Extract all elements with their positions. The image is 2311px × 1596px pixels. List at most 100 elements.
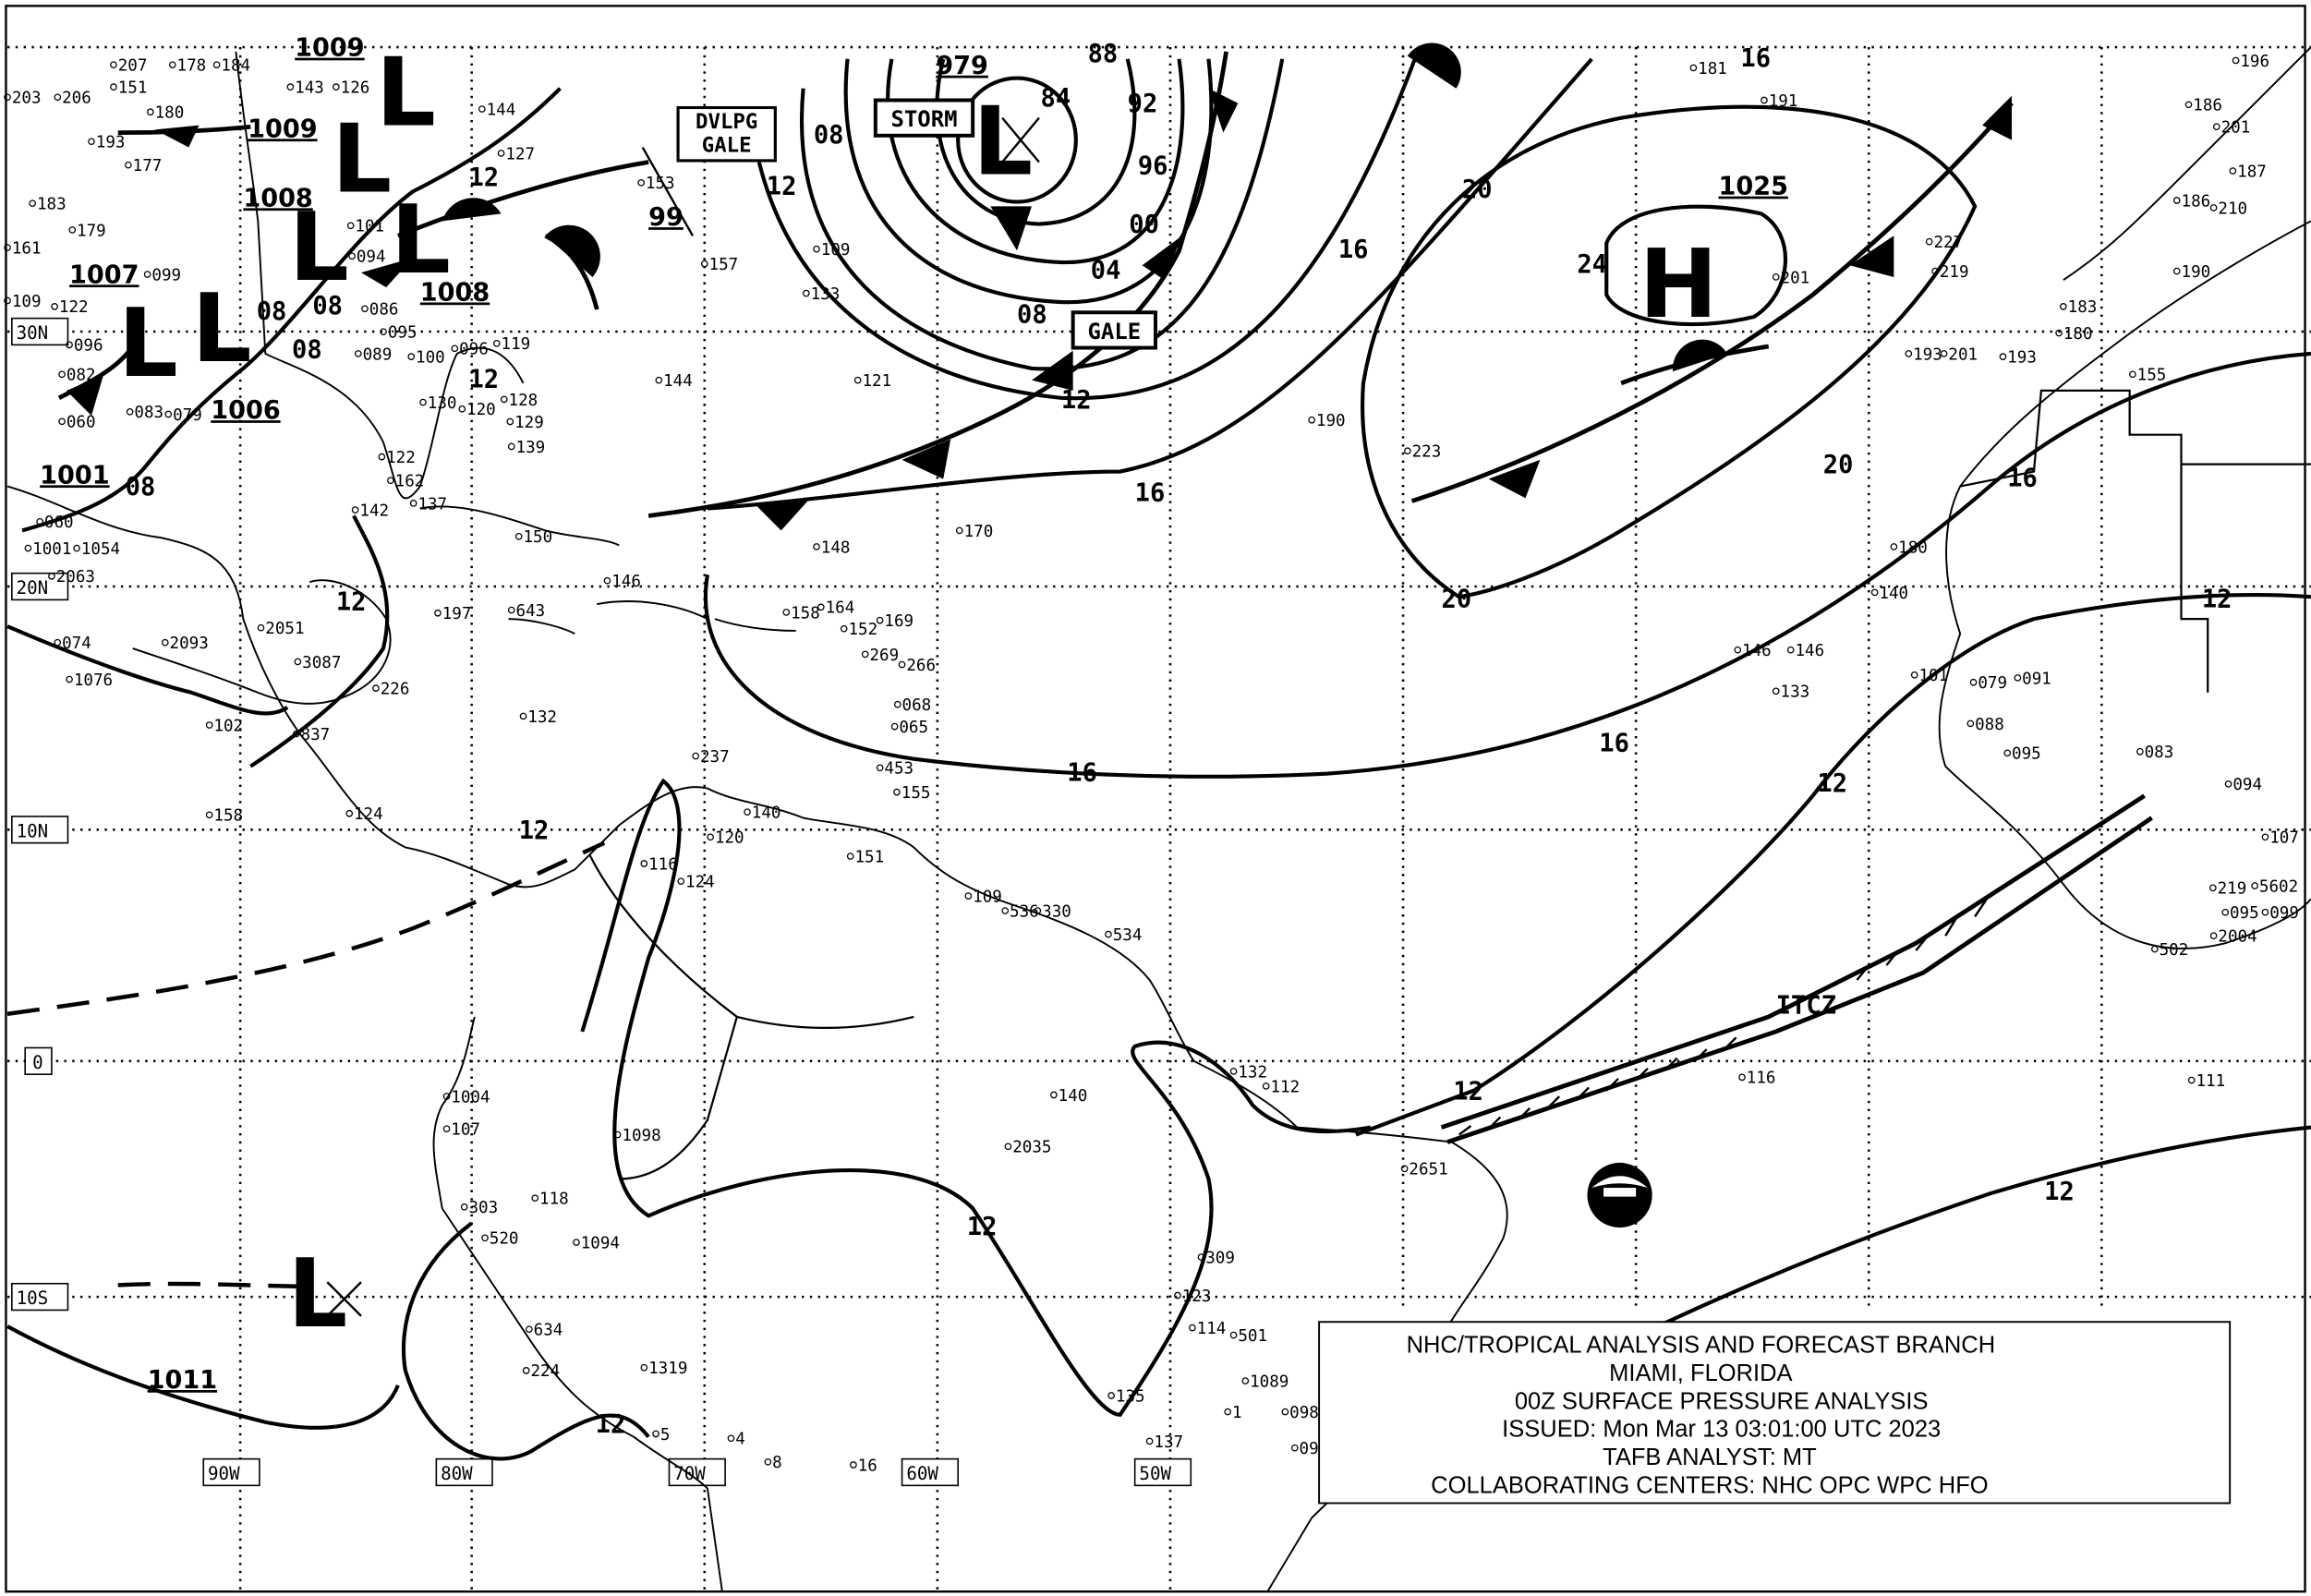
station-value: 079 xyxy=(173,406,202,425)
trough-line xyxy=(117,1281,303,1289)
station-value: 123 xyxy=(1182,1288,1212,1306)
station-circle-icon xyxy=(1925,237,1933,246)
isobar-labels: 08 12 88 84 92 96 00 04 08 12 16 16 20 2… xyxy=(126,40,2232,1481)
station-circle-icon xyxy=(1734,646,1742,654)
station-circle-icon xyxy=(507,606,515,614)
station-value: 1001 xyxy=(32,540,71,559)
isobar-label: 04 xyxy=(1091,257,1121,285)
station-value: 4 xyxy=(735,1431,745,1449)
station-value: 120 xyxy=(466,401,496,419)
station-value: 169 xyxy=(884,612,914,631)
station-circle-icon xyxy=(850,1461,857,1469)
station-circle-icon xyxy=(66,675,73,683)
station-value: 1098 xyxy=(622,1127,660,1145)
station-circle-icon xyxy=(1931,267,1939,275)
station-value: 098 xyxy=(1289,1404,1319,1422)
warning-box-gale: GALE xyxy=(1088,319,1142,345)
station-value: 137 xyxy=(1154,1433,1183,1452)
station-value: 190 xyxy=(1316,412,1346,430)
station-circle-icon xyxy=(652,1430,659,1438)
itcz-label: ITCZ xyxy=(1776,992,1836,1021)
warning-box-dvlpg-gale: DVLPG GALE xyxy=(676,105,777,163)
station-circle-icon xyxy=(764,1457,772,1466)
station-value: 152 xyxy=(848,621,877,639)
station-value: 133 xyxy=(811,285,841,304)
station-circle-icon xyxy=(146,108,154,116)
station-circle-icon xyxy=(500,395,508,404)
station-circle-icon xyxy=(460,1203,468,1211)
station-circle-icon xyxy=(1262,1082,1270,1090)
station-circle-icon xyxy=(4,296,11,305)
station-value: 1 xyxy=(1232,1404,1242,1422)
station-value: 269 xyxy=(869,647,899,665)
station-circle-icon xyxy=(1034,907,1042,914)
isobar-label: 20 xyxy=(1823,451,1854,479)
station-value: 266 xyxy=(906,657,936,675)
center-pressure: 1009 xyxy=(248,115,317,143)
station-circle-icon xyxy=(813,543,820,550)
station-value: 122 xyxy=(59,298,89,317)
station-value: 196 xyxy=(2240,53,2269,71)
station-circle-icon xyxy=(2261,908,2269,916)
station-circle-icon xyxy=(640,1363,648,1372)
station-circle-icon xyxy=(51,303,58,310)
isobar-label: 16 xyxy=(2007,465,2038,493)
station-value: 130 xyxy=(428,394,457,413)
station-value: 158 xyxy=(213,807,243,826)
station-circle-icon xyxy=(1966,719,1975,728)
station-value: 107 xyxy=(451,1121,480,1140)
station-value: 095 xyxy=(2230,904,2259,923)
isobar-label: 08 xyxy=(126,473,156,502)
isobar-label: 12 xyxy=(468,163,499,192)
station-value: 453 xyxy=(884,760,914,779)
info-box: NHC/TROPICAL ANALYSIS AND FORECAST BRANC… xyxy=(1318,1321,2232,1505)
station-circle-icon xyxy=(73,544,80,552)
station-circle-icon xyxy=(125,161,132,169)
station-value: 150 xyxy=(524,528,553,547)
station-circle-icon xyxy=(407,353,416,360)
station-value: 112 xyxy=(1270,1078,1300,1096)
station-value: 124 xyxy=(685,874,715,892)
station-circle-icon xyxy=(1910,671,1918,679)
station-value: 140 xyxy=(1879,585,1908,603)
station-circle-icon xyxy=(727,1434,735,1443)
station-value: 219 xyxy=(1940,263,1969,282)
low-center-symbol: L xyxy=(289,193,349,303)
station-circle-icon xyxy=(519,712,527,720)
isobar-label: 12 xyxy=(1817,769,1847,798)
station-circle-icon xyxy=(1400,1165,1409,1173)
station-circle-icon xyxy=(677,877,685,885)
station-circle-icon xyxy=(2208,884,2217,892)
isobar-label: 16 xyxy=(1599,730,1629,758)
station-value: 1094 xyxy=(581,1234,620,1252)
station-value: 177 xyxy=(133,157,163,175)
station-circle-icon xyxy=(2184,101,2193,109)
station-circle-icon xyxy=(1189,1324,1196,1332)
station-value: 193 xyxy=(1913,345,1942,364)
center-pressure: 1007 xyxy=(69,260,139,289)
station-value: 118 xyxy=(539,1191,569,1209)
station-circle-icon xyxy=(707,833,714,841)
station-circle-icon xyxy=(1999,353,2007,360)
lat-label: 20N xyxy=(17,577,49,598)
station-circle-icon xyxy=(380,328,387,335)
station-value: 181 xyxy=(1698,60,1727,79)
station-circle-icon xyxy=(458,405,466,413)
station-value: 094 xyxy=(357,248,386,267)
station-circle-icon xyxy=(1145,1437,1154,1445)
low-center-symbol: L xyxy=(332,104,392,214)
station-circle-icon xyxy=(2014,674,2022,682)
station-circle-icon xyxy=(514,532,523,540)
station-value: 2051 xyxy=(265,620,304,638)
station-value: 137 xyxy=(417,495,447,514)
station-circle-icon xyxy=(2003,749,2012,757)
info-line-issued: ISSUED: Mon Mar 13 03:01:00 UTC 2023 xyxy=(1502,1417,1941,1443)
lon-label: 50W xyxy=(1139,1463,1171,1484)
isobar-label: 20 xyxy=(1442,585,1472,613)
station-circle-icon xyxy=(522,1367,530,1374)
station-circle-icon xyxy=(2229,167,2237,175)
low-center-symbol: L xyxy=(118,289,178,399)
station-circle-icon xyxy=(110,61,117,69)
station-value: 146 xyxy=(1795,642,1824,660)
